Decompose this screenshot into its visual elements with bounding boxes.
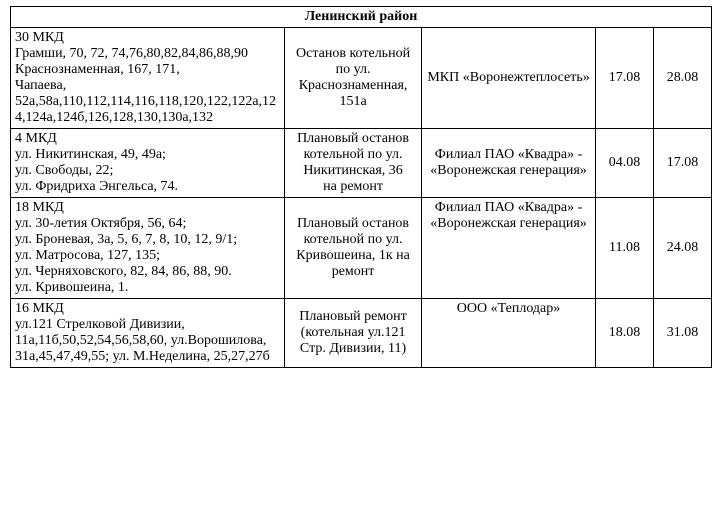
cell-date-end: 17.08	[653, 129, 711, 198]
cell-date-end: 24.08	[653, 198, 711, 299]
cell-date-start: 17.08	[595, 28, 653, 129]
cell-organization: МКП «Воронежтеплосеть»	[422, 28, 596, 129]
table-row: 30 МКД Грамши, 70, 72, 74,76,80,82,84,86…	[11, 28, 712, 129]
cell-date-end: 31.08	[653, 299, 711, 368]
cell-organization: Филиал ПАО «Квадра» - «Воронежская генер…	[422, 198, 596, 299]
table-row: 16 МКД ул.121 Стрелковой Дивизии, 11а,11…	[11, 299, 712, 368]
table-row: 4 МКД ул. Никитинская, 49, 49а; ул. Своб…	[11, 129, 712, 198]
page: Ленинский район 30 МКД Грамши, 70, 72, 7…	[0, 0, 722, 378]
cell-organization: Филиал ПАО «Квадра» - «Воронежская генер…	[422, 129, 596, 198]
outage-table: Ленинский район 30 МКД Грамши, 70, 72, 7…	[10, 6, 712, 368]
cell-addresses: 30 МКД Грамши, 70, 72, 74,76,80,82,84,86…	[11, 28, 285, 129]
cell-date-end: 28.08	[653, 28, 711, 129]
cell-reason: Плановый останов котельной по ул. Никити…	[285, 129, 422, 198]
district-header: Ленинский район	[11, 7, 712, 28]
cell-reason: Плановый ремонт (котельная ул.121 Стр. Д…	[285, 299, 422, 368]
table-header-row: Ленинский район	[11, 7, 712, 28]
cell-reason: Плановый останов котельной по ул. Кривош…	[285, 198, 422, 299]
cell-date-start: 18.08	[595, 299, 653, 368]
table-row: 18 МКД ул. 30-летия Октября, 56, 64; ул.…	[11, 198, 712, 299]
cell-addresses: 4 МКД ул. Никитинская, 49, 49а; ул. Своб…	[11, 129, 285, 198]
cell-date-start: 11.08	[595, 198, 653, 299]
cell-organization: ООО «Теплодар»	[422, 299, 596, 368]
cell-reason: Останов котельной по ул. Краснознаменная…	[285, 28, 422, 129]
cell-date-start: 04.08	[595, 129, 653, 198]
cell-addresses: 16 МКД ул.121 Стрелковой Дивизии, 11а,11…	[11, 299, 285, 368]
cell-addresses: 18 МКД ул. 30-летия Октября, 56, 64; ул.…	[11, 198, 285, 299]
